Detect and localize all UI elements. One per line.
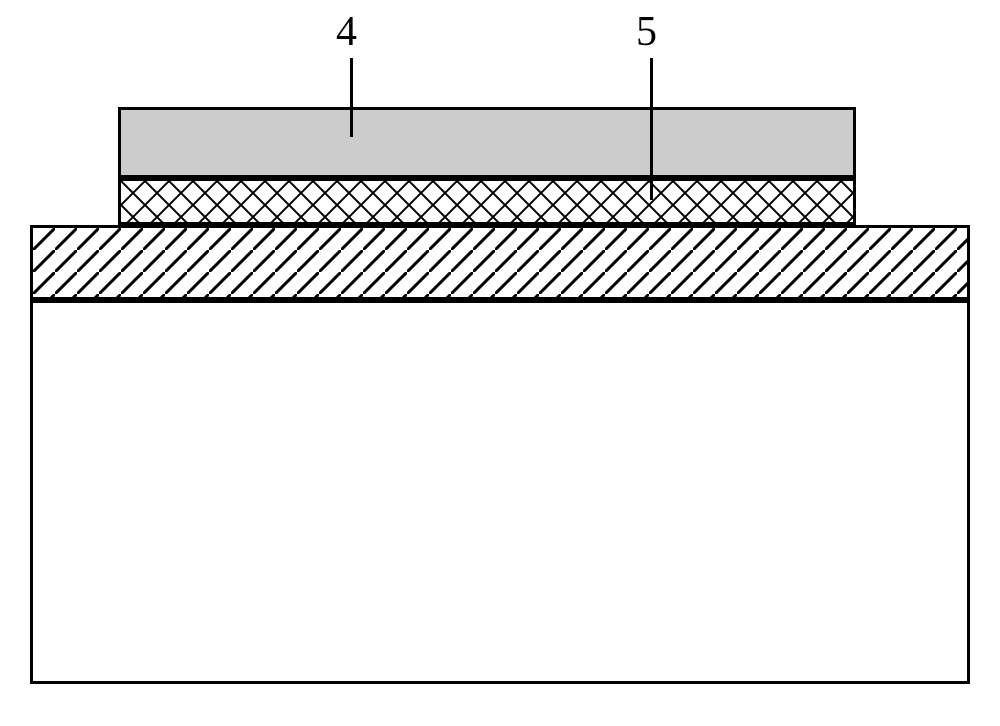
label-4: 4 bbox=[336, 8, 357, 56]
hatched-band bbox=[30, 225, 970, 300]
crosshatch-layer bbox=[118, 178, 856, 225]
label-5: 5 bbox=[636, 8, 657, 56]
leader-line-5 bbox=[650, 58, 653, 200]
diagram-stage: 4 5 bbox=[0, 0, 1000, 726]
leader-line-4 bbox=[350, 58, 353, 137]
substrate-layer bbox=[30, 300, 970, 684]
crosshatch-fill bbox=[121, 181, 853, 222]
top-gray-layer bbox=[118, 107, 856, 178]
hatched-band-fill bbox=[33, 228, 967, 297]
